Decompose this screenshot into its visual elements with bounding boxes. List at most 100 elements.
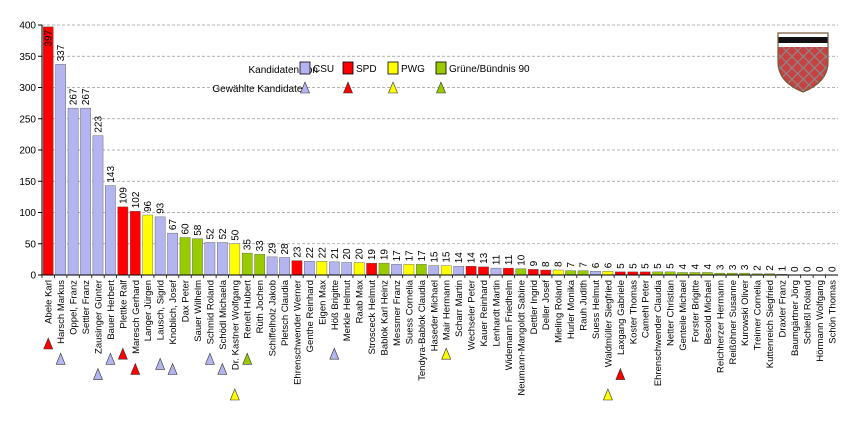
bar <box>465 266 477 276</box>
value-label: 5 <box>641 263 652 269</box>
value-label: 5 <box>628 263 639 269</box>
candidate-label: Kuttenreich Siegfried <box>765 280 776 368</box>
value-label: 11 <box>491 254 502 265</box>
elected-marker-icon <box>130 362 141 375</box>
elected-marker-icon <box>43 337 54 350</box>
elected-marker-icon <box>441 347 452 360</box>
bar <box>341 262 353 276</box>
bar <box>403 264 415 276</box>
y-tick-label: 250 <box>19 114 36 125</box>
candidate-label: Oppel, Franz <box>69 280 80 335</box>
candidate-label: Mair Hermann <box>442 280 453 340</box>
bar <box>378 262 390 276</box>
value-label: 2 <box>753 265 764 271</box>
value-label: 33 <box>255 240 266 252</box>
elected-marker-icon <box>105 352 116 365</box>
bar <box>279 257 290 276</box>
value-label: 0 <box>802 266 813 272</box>
coat-of-arms-icon <box>777 32 829 93</box>
legend-elected-marker-icon <box>343 81 353 94</box>
candidate-label: Abele Karl <box>44 280 55 324</box>
value-label: 11 <box>504 254 515 265</box>
value-label: 21 <box>330 247 341 259</box>
bar <box>577 270 589 276</box>
bar <box>565 270 576 276</box>
value-label: 23 <box>292 246 303 258</box>
value-label: 2 <box>765 265 776 271</box>
value-label: 10 <box>516 254 527 266</box>
bar <box>304 261 315 276</box>
bar <box>42 26 54 276</box>
value-label: 19 <box>380 249 391 261</box>
bar <box>540 269 552 276</box>
y-tick-label: 50 <box>25 239 37 250</box>
y-tick-label: 200 <box>19 146 36 157</box>
bar <box>328 261 340 276</box>
value-label: 60 <box>181 223 192 235</box>
candidate-label: Koster Thomas <box>628 280 639 344</box>
bar <box>179 237 191 276</box>
candidate-label: Kurowski Oliver <box>740 280 751 346</box>
value-label: 4 <box>690 264 701 270</box>
value-label: 109 <box>118 187 129 204</box>
bar <box>204 242 216 276</box>
value-label: 17 <box>392 250 403 262</box>
y-tick-label: 100 <box>19 208 36 219</box>
candidate-label: Forster Brigitte <box>690 280 701 342</box>
candidate-label: Zausinger Günter <box>93 280 104 354</box>
value-label: 6 <box>603 262 614 268</box>
value-label: 267 <box>69 88 80 105</box>
elected-marker-icon <box>93 367 103 380</box>
value-label: 20 <box>342 248 353 260</box>
bar <box>105 185 116 276</box>
legend-label: CSU <box>313 64 334 75</box>
elected-marker-icon <box>167 362 178 375</box>
legend-elected-marker-icon <box>388 81 398 94</box>
value-label: 8 <box>541 261 552 267</box>
legend-title: Kandidaten von <box>248 65 318 76</box>
bar <box>515 268 527 276</box>
y-tick-label: 300 <box>19 83 36 94</box>
candidate-label: Schödl Michaela <box>218 279 229 349</box>
bar <box>503 267 514 276</box>
candidate-label: Strosceck Helmut <box>367 280 378 355</box>
candidate-label: Lenhardt Martin <box>491 280 502 347</box>
elected-marker-icon <box>602 388 613 401</box>
legend-swatch <box>387 61 399 75</box>
candidate-label: Genthe Reinhard <box>305 280 316 352</box>
candidate-label: Widemann Friedhelm <box>504 280 515 370</box>
candidate-label: Hörmann Wolfgang <box>815 280 826 362</box>
value-label: 7 <box>579 262 590 268</box>
legend-elected-label: Gewählte Kandidaten <box>212 84 308 95</box>
bar <box>602 271 614 276</box>
candidate-label: Ehrenschwender Claudia <box>653 279 664 386</box>
value-label: 3 <box>728 264 739 270</box>
candidate-label: Netter Christian <box>666 280 677 346</box>
value-label: 67 <box>168 219 179 231</box>
candidate-label: Schießl Roland <box>802 280 813 344</box>
candidate-label: Draxler Franz <box>778 280 789 338</box>
value-label: 58 <box>193 224 204 236</box>
value-label: 223 <box>93 116 104 133</box>
bar <box>527 269 539 276</box>
candidate-label: Mieling Roland <box>554 280 565 343</box>
bar <box>590 271 601 276</box>
bar <box>167 232 178 276</box>
candidate-label: Sauer Wilhelm <box>193 280 204 342</box>
bar <box>490 267 502 276</box>
value-label: 93 <box>156 202 167 214</box>
bar <box>353 262 365 276</box>
candidate-label: Dr. Kastner Wolfgang <box>230 280 241 370</box>
elected-marker-icon <box>204 352 215 365</box>
candidate-label: Maresch Gerhard <box>131 280 142 354</box>
bar <box>366 262 377 276</box>
candidate-label: Langer Jürgen <box>143 280 154 341</box>
value-label: 50 <box>230 229 241 241</box>
value-label: 267 <box>81 88 92 105</box>
bar <box>266 256 278 276</box>
value-label: 143 <box>106 166 117 183</box>
value-label: 1 <box>778 265 789 271</box>
legend-elected-marker-icon <box>300 81 310 94</box>
candidate-label: Kauer Reinhard <box>479 280 490 347</box>
